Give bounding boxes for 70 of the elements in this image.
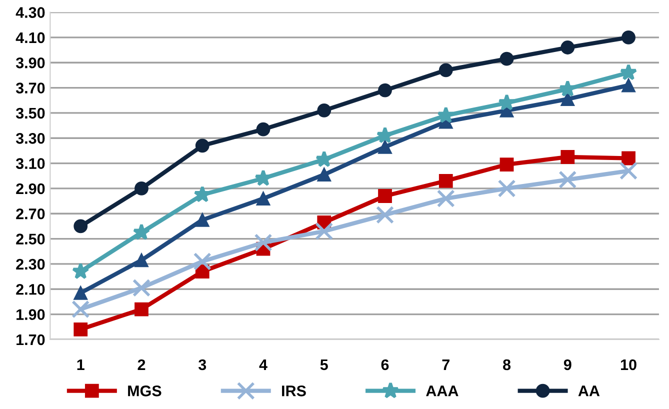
x-tick-label: 7 bbox=[442, 359, 450, 370]
y-tick-label: 2.90 bbox=[16, 183, 45, 194]
point bbox=[195, 138, 210, 153]
legend-label: AAA bbox=[426, 386, 458, 396]
x-tick-label: 5 bbox=[320, 359, 328, 370]
point bbox=[256, 192, 270, 206]
point bbox=[317, 168, 332, 182]
point bbox=[72, 300, 90, 318]
point bbox=[622, 30, 636, 44]
point bbox=[498, 94, 516, 110]
point bbox=[74, 219, 88, 234]
point bbox=[317, 103, 332, 118]
y-tick-label: 4.30 bbox=[16, 7, 45, 18]
point bbox=[256, 122, 270, 136]
y-tick-label: 2.30 bbox=[16, 258, 45, 270]
y-tick-label: 1.90 bbox=[16, 309, 45, 320]
point bbox=[436, 189, 455, 208]
x-tick-label: 8 bbox=[503, 359, 511, 370]
point bbox=[500, 158, 514, 172]
point bbox=[72, 262, 90, 280]
point bbox=[195, 212, 210, 227]
point bbox=[132, 223, 150, 240]
point bbox=[500, 52, 514, 66]
x-tick-label: 10 bbox=[620, 359, 636, 370]
point bbox=[134, 253, 148, 268]
point bbox=[622, 151, 636, 166]
y-tick-label: 2.70 bbox=[16, 208, 45, 220]
x-tick-label: 6 bbox=[381, 359, 389, 370]
point bbox=[378, 189, 392, 203]
point bbox=[560, 150, 575, 164]
point bbox=[74, 286, 88, 300]
x-tick-label: 4 bbox=[259, 359, 268, 370]
point bbox=[378, 140, 392, 154]
y-tick-label: 4.10 bbox=[16, 32, 45, 44]
point bbox=[560, 92, 575, 106]
point bbox=[134, 182, 148, 196]
x-tick-label: 9 bbox=[564, 359, 572, 370]
y-tick-label: 2.50 bbox=[16, 234, 45, 244]
x-tick-label: 1 bbox=[77, 359, 84, 370]
point bbox=[438, 174, 453, 188]
point bbox=[622, 78, 636, 92]
point bbox=[437, 106, 455, 124]
legend-label: AA bbox=[578, 386, 600, 396]
y-tick-label: 1.70 bbox=[16, 334, 45, 346]
y-tick-label: 3.90 bbox=[16, 57, 45, 68]
point bbox=[558, 80, 576, 97]
point bbox=[134, 302, 148, 316]
point bbox=[558, 170, 577, 189]
legend-label: IRS bbox=[282, 386, 306, 396]
point bbox=[498, 179, 516, 198]
point bbox=[193, 252, 212, 270]
point bbox=[560, 40, 575, 54]
x-tick-label: 2 bbox=[138, 359, 146, 370]
x-tick-label: 3 bbox=[198, 359, 206, 370]
point bbox=[376, 206, 394, 224]
legend-label: MGS bbox=[128, 386, 162, 396]
y-tick-label: 3.70 bbox=[16, 82, 45, 94]
point bbox=[74, 322, 88, 336]
y-tick-label: 3.50 bbox=[16, 108, 45, 119]
point bbox=[620, 64, 638, 80]
point bbox=[254, 234, 272, 252]
point bbox=[315, 150, 333, 168]
y-tick-label: 3.10 bbox=[16, 158, 45, 169]
point bbox=[315, 222, 334, 240]
y-tick-label: 3.30 bbox=[16, 132, 45, 144]
y-tick-label: 2.10 bbox=[16, 284, 45, 295]
point bbox=[132, 278, 151, 297]
point bbox=[378, 83, 392, 98]
point bbox=[619, 162, 638, 180]
point bbox=[438, 63, 453, 78]
